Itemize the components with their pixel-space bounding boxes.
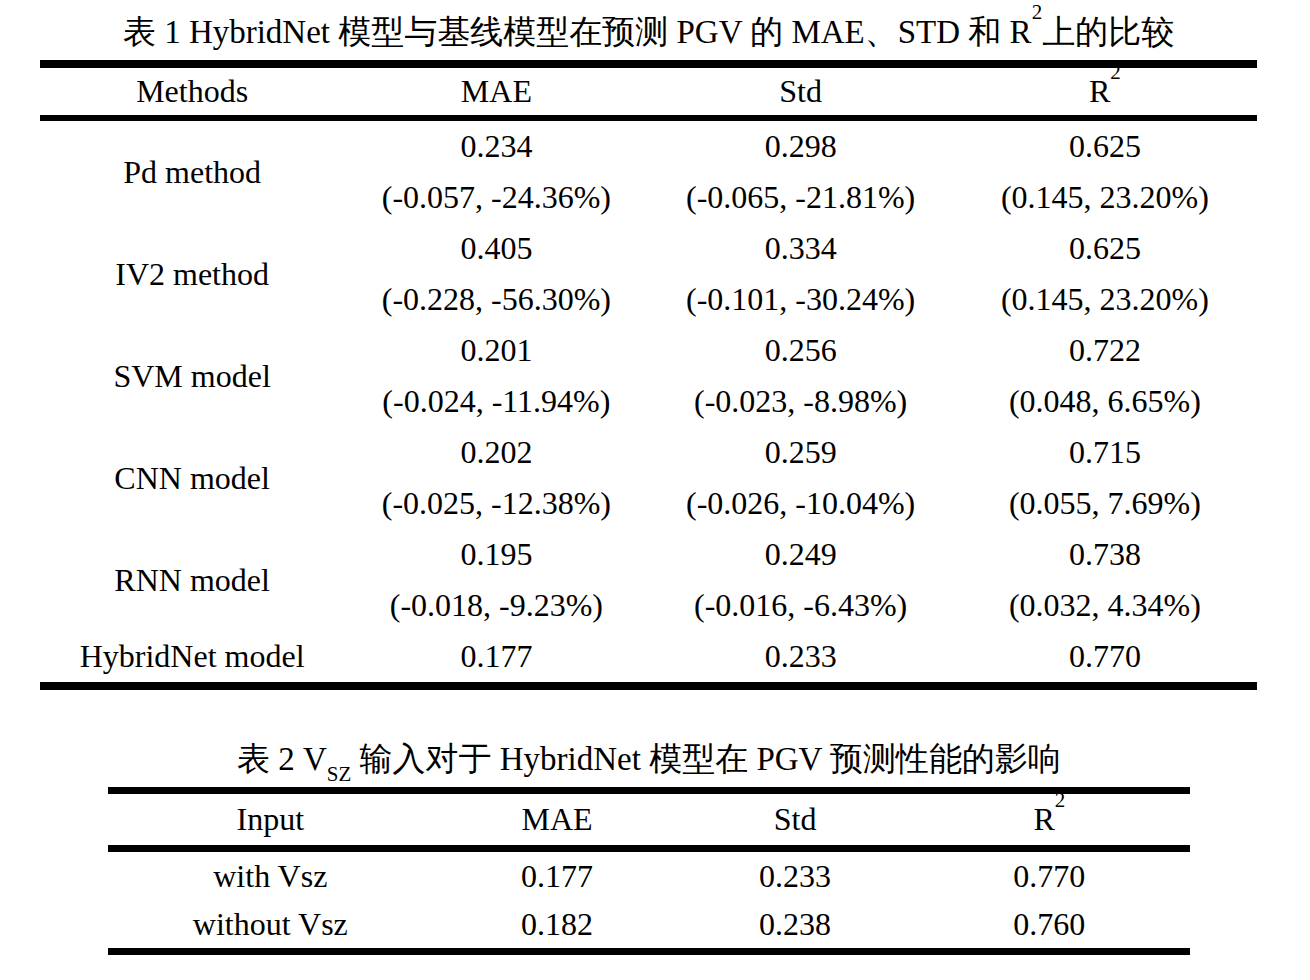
std-delta: (-0.023, -8.98%) <box>649 376 953 427</box>
r2-value: 0.770 <box>953 631 1257 682</box>
std-value: 0.233 <box>681 849 908 901</box>
table-row: IV2 method 0.405 (-0.228, -56.30%) 0.334… <box>40 223 1257 325</box>
r2-delta: (0.145, 23.20%) <box>953 172 1257 223</box>
mae-value: 0.177 <box>433 849 682 901</box>
table1-caption-suffix: 上的比较 <box>1042 14 1174 50</box>
table2-vsz-ablation: Input MAE Std R2 with Vsz 0.177 0.233 0.… <box>108 787 1190 955</box>
std-delta: (-0.026, -10.04%) <box>649 478 953 529</box>
mae-cell: 0.202 (-0.025, -12.38%) <box>344 427 648 529</box>
table1-header-row: Methods MAE Std R2 <box>40 64 1257 118</box>
r2-delta: (0.032, 4.34%) <box>953 580 1257 631</box>
table2-caption: 表 2 VSZ 输入对于 HybridNet 模型在 PGV 预测性能的影响 <box>108 733 1190 785</box>
std-value: 0.256 <box>649 325 953 376</box>
mae-value: 0.202 <box>344 427 648 478</box>
mae-delta: (-0.057, -24.36%) <box>344 172 648 223</box>
table1-model-comparison: Methods MAE Std R2 Pd method 0.234 (-0.0… <box>40 60 1257 690</box>
std-value: 0.298 <box>649 121 953 172</box>
table1-header-r2: R2 <box>953 64 1257 118</box>
mae-delta: (-0.025, -12.38%) <box>344 478 648 529</box>
r2-superscript: 2 <box>1055 788 1066 812</box>
r2-value: 0.625 <box>953 121 1257 172</box>
std-delta: (-0.016, -6.43%) <box>649 580 953 631</box>
mae-value: 0.182 <box>433 900 682 952</box>
std-value: 0.334 <box>649 223 953 274</box>
input-cell: without Vsz <box>108 900 433 952</box>
table2-header-std: Std <box>681 791 908 849</box>
r2-delta: (0.145, 23.20%) <box>953 274 1257 325</box>
r2-superscript: 2 <box>1110 60 1121 84</box>
r2-value: 0.722 <box>953 325 1257 376</box>
mae-delta: (-0.018, -9.23%) <box>344 580 648 631</box>
mae-cell: 0.201 (-0.024, -11.94%) <box>344 325 648 427</box>
std-value: 0.259 <box>649 427 953 478</box>
table1-header-std: Std <box>649 64 953 118</box>
table1-header-mae: MAE <box>344 64 648 118</box>
method-cell: CNN model <box>40 427 344 529</box>
r2-value: 0.738 <box>953 529 1257 580</box>
mae-value: 0.177 <box>344 631 648 682</box>
std-value: 0.238 <box>681 900 908 952</box>
table2-header-mae: MAE <box>433 791 682 849</box>
std-cell: 0.249 (-0.016, -6.43%) <box>649 529 953 631</box>
std-cell: 0.259 (-0.026, -10.04%) <box>649 427 953 529</box>
table-row: with Vsz 0.177 0.233 0.770 <box>108 849 1190 901</box>
std-cell: 0.334 (-0.101, -30.24%) <box>649 223 953 325</box>
std-cell: 0.256 (-0.023, -8.98%) <box>649 325 953 427</box>
method-cell: SVM model <box>40 325 344 427</box>
table1-caption-superscript: 2 <box>1032 0 1043 24</box>
std-value: 0.249 <box>649 529 953 580</box>
std-value: 0.233 <box>649 631 953 682</box>
table2-caption-text: 表 2 V <box>237 741 327 777</box>
table1-caption: 表 1 HybridNet 模型与基线模型在预测 PGV 的 MAE、STD 和… <box>40 6 1257 58</box>
r2-value: 0.760 <box>909 900 1190 952</box>
method-cell: Pd method <box>40 118 344 223</box>
table2-header-input: Input <box>108 791 433 849</box>
table1-caption-text: 表 1 HybridNet 模型与基线模型在预测 PGV 的 MAE、STD 和… <box>123 14 1032 50</box>
mae-delta: (-0.228, -56.30%) <box>344 274 648 325</box>
method-cell: HybridNet model <box>40 631 344 686</box>
r2-value: 0.625 <box>953 223 1257 274</box>
r2-delta: (0.048, 6.65%) <box>953 376 1257 427</box>
table2-header-row: Input MAE Std R2 <box>108 791 1190 849</box>
r2-cell: 0.625 (0.145, 23.20%) <box>953 223 1257 325</box>
mae-value: 0.405 <box>344 223 648 274</box>
r2-value: 0.715 <box>953 427 1257 478</box>
r2-base: R <box>1089 73 1110 109</box>
std-cell: 0.233 <box>649 631 953 686</box>
r2-cell: 0.722 (0.048, 6.65%) <box>953 325 1257 427</box>
std-delta: (-0.065, -21.81%) <box>649 172 953 223</box>
table2-caption-subscript: SZ <box>327 762 352 786</box>
r2-cell: 0.625 (0.145, 23.20%) <box>953 118 1257 223</box>
table-row: SVM model 0.201 (-0.024, -11.94%) 0.256 … <box>40 325 1257 427</box>
table-row: CNN model 0.202 (-0.025, -12.38%) 0.259 … <box>40 427 1257 529</box>
table-row: Pd method 0.234 (-0.057, -24.36%) 0.298 … <box>40 118 1257 223</box>
std-cell: 0.298 (-0.065, -21.81%) <box>649 118 953 223</box>
mae-cell: 0.195 (-0.018, -9.23%) <box>344 529 648 631</box>
mae-delta: (-0.024, -11.94%) <box>344 376 648 427</box>
table2-caption-suffix: 输入对于 HybridNet 模型在 PGV 预测性能的影响 <box>351 741 1061 777</box>
table1-header-methods: Methods <box>40 64 344 118</box>
table-row: HybridNet model 0.177 0.233 0.770 <box>40 631 1257 686</box>
table2-header-r2: R2 <box>909 791 1190 849</box>
r2-cell: 0.770 <box>953 631 1257 686</box>
std-delta: (-0.101, -30.24%) <box>649 274 953 325</box>
table-row: RNN model 0.195 (-0.018, -9.23%) 0.249 (… <box>40 529 1257 631</box>
mae-cell: 0.234 (-0.057, -24.36%) <box>344 118 648 223</box>
mae-cell: 0.405 (-0.228, -56.30%) <box>344 223 648 325</box>
method-cell: RNN model <box>40 529 344 631</box>
r2-base: R <box>1033 801 1054 837</box>
r2-cell: 0.738 (0.032, 4.34%) <box>953 529 1257 631</box>
r2-value: 0.770 <box>909 849 1190 901</box>
mae-value: 0.195 <box>344 529 648 580</box>
mae-cell: 0.177 <box>344 631 648 686</box>
method-cell: IV2 method <box>40 223 344 325</box>
input-cell: with Vsz <box>108 849 433 901</box>
mae-value: 0.234 <box>344 121 648 172</box>
mae-value: 0.201 <box>344 325 648 376</box>
r2-delta: (0.055, 7.69%) <box>953 478 1257 529</box>
r2-cell: 0.715 (0.055, 7.69%) <box>953 427 1257 529</box>
table-row: without Vsz 0.182 0.238 0.760 <box>108 900 1190 952</box>
